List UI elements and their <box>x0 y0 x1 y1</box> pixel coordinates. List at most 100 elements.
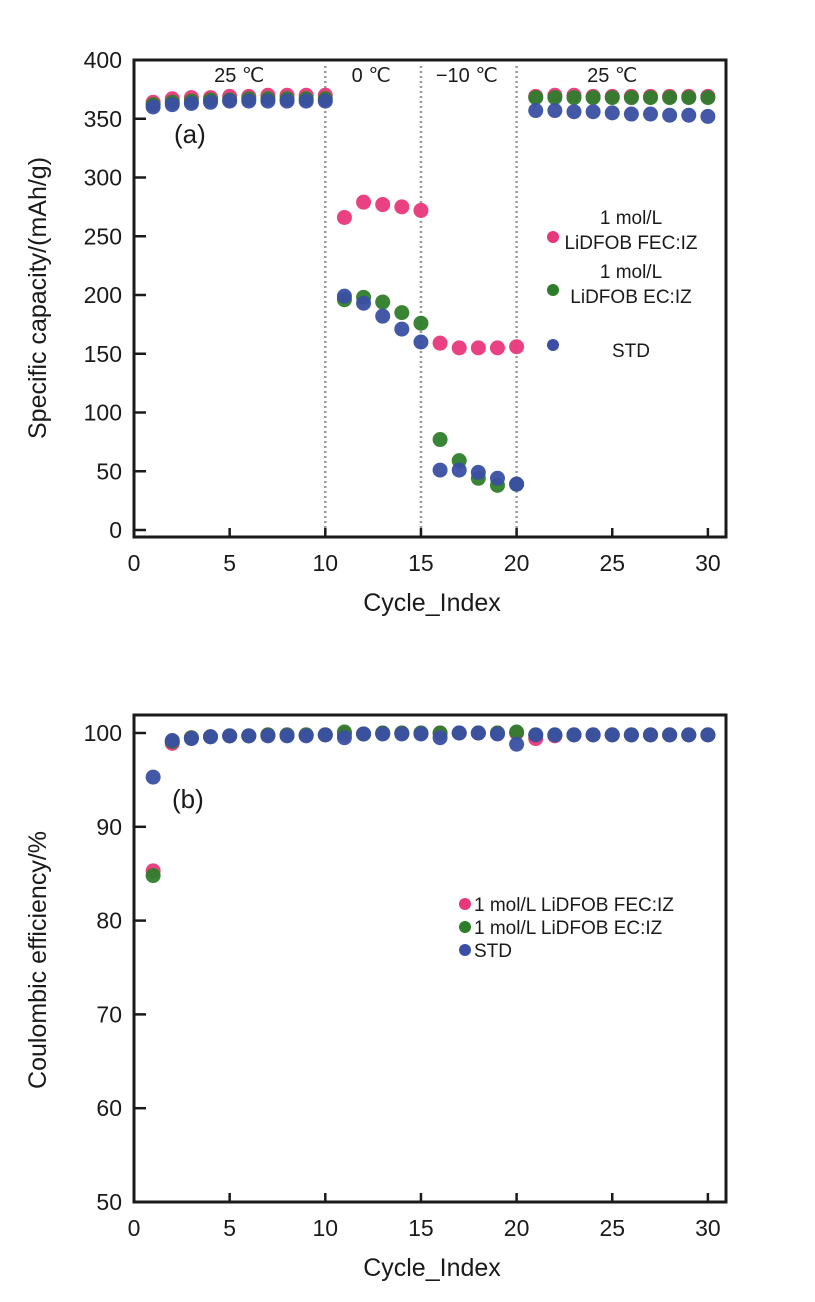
y-tick-label: 0 <box>109 517 122 543</box>
data-point <box>604 90 620 106</box>
data-point <box>164 97 180 113</box>
x-axis-title: Cycle_Index <box>363 589 501 617</box>
x-tick-label: 20 <box>504 1215 530 1241</box>
x-tick-label: 20 <box>504 550 530 576</box>
data-point <box>643 106 659 122</box>
temperature-label: 25 ℃ <box>587 65 637 87</box>
legend-marker <box>459 944 471 956</box>
y-tick-label: 50 <box>96 458 122 484</box>
x-tick-label: 25 <box>599 550 625 576</box>
data-point <box>317 727 333 743</box>
data-point <box>356 295 372 311</box>
data-point <box>222 728 238 744</box>
data-points <box>145 87 716 493</box>
x-tick-label: 5 <box>223 1215 236 1241</box>
y-tick-label: 70 <box>96 1001 122 1027</box>
data-point <box>298 93 314 109</box>
data-point <box>375 294 391 310</box>
data-point <box>566 104 582 120</box>
y-axis-ticks: 50 60 70 80 90 100 <box>84 720 146 1215</box>
data-point <box>604 727 620 743</box>
data-point <box>681 727 697 743</box>
y-tick-label: 400 <box>84 47 122 73</box>
x-tick-label: 15 <box>408 1215 434 1241</box>
data-point <box>509 736 525 752</box>
data-point <box>394 199 410 215</box>
legend-label: 1 mol/L LiDFOB EC:IZ <box>474 918 663 939</box>
legend-marker <box>547 339 559 351</box>
chart-a: 25 ℃ 0 ℃ −10 ℃ 25 ℃ 0 5 10 15 20 25 30 0 50 100 150 2… <box>24 47 728 617</box>
legend-label: 1 mol/L <box>600 262 662 283</box>
data-point <box>413 334 429 350</box>
data-point <box>279 93 295 109</box>
data-point <box>700 90 716 106</box>
data-point <box>413 726 429 742</box>
data-point <box>451 340 467 356</box>
data-point <box>336 209 352 225</box>
y-tick-label: 80 <box>96 908 122 934</box>
data-point <box>547 90 563 106</box>
data-point <box>432 462 448 478</box>
data-point <box>662 90 678 106</box>
panel-label: (a) <box>174 119 206 149</box>
data-point <box>585 104 601 120</box>
data-point <box>700 108 716 124</box>
data-point <box>451 725 467 741</box>
x-tick-label: 30 <box>695 550 721 576</box>
data-point <box>432 730 448 746</box>
data-point <box>489 726 505 742</box>
data-point <box>317 93 333 109</box>
data-point <box>260 728 276 744</box>
data-point <box>222 93 238 109</box>
data-point <box>604 105 620 121</box>
data-point <box>681 90 697 106</box>
x-tick-label: 5 <box>223 550 236 576</box>
data-point <box>489 340 505 356</box>
x-axis-ticks: 0 5 10 15 20 25 30 <box>128 528 721 576</box>
data-point <box>356 194 372 210</box>
data-point <box>241 93 257 109</box>
data-point <box>662 727 678 743</box>
data-point <box>470 340 486 356</box>
data-point <box>623 90 639 106</box>
data-point <box>585 90 601 106</box>
x-tick-label: 15 <box>408 550 434 576</box>
data-point <box>489 470 505 486</box>
x-tick-label: 0 <box>128 1215 141 1241</box>
data-point <box>509 724 525 740</box>
data-point <box>336 730 352 746</box>
y-axis-title: Specific capacity/(mAh/g) <box>24 157 52 439</box>
data-point <box>394 321 410 337</box>
data-point <box>375 197 391 213</box>
data-point <box>279 728 295 744</box>
series-1-mol-l-lidfob-fec-iz <box>145 725 716 879</box>
data-point <box>585 727 601 743</box>
data-point <box>528 103 544 119</box>
y-axis-ticks: 0 50 100 150 200 250 300 350 400 <box>84 47 146 543</box>
data-point <box>203 94 219 110</box>
x-tick-label: 25 <box>599 1215 625 1241</box>
data-point <box>643 727 659 743</box>
data-point <box>336 288 352 304</box>
data-point <box>260 93 276 109</box>
data-point <box>298 728 314 744</box>
y-axis-title: Coulombic efficiency/% <box>24 831 52 1089</box>
data-point <box>375 726 391 742</box>
legend-label: 1 mol/L <box>600 208 662 229</box>
y-tick-label: 50 <box>96 1189 122 1215</box>
y-tick-label: 150 <box>84 341 122 367</box>
data-point <box>413 202 429 218</box>
data-point <box>183 95 199 111</box>
data-point <box>643 90 659 106</box>
legend: 1 mol/L LiDFOB FEC:IZ1 mol/L LiDFOB EC:I… <box>459 895 674 962</box>
data-point <box>566 727 582 743</box>
data-point <box>528 727 544 743</box>
legend: 1 mol/L LiDFOB FEC:IZ 1 mol/L LiDFOB EC:IZ S… <box>547 208 698 362</box>
data-point <box>145 99 161 115</box>
data-point <box>164 733 180 749</box>
data-point <box>470 464 486 480</box>
temperature-label: 0 ℃ <box>352 65 391 87</box>
data-point <box>470 725 486 741</box>
temperature-label: 25 ℃ <box>214 65 264 87</box>
data-point <box>547 727 563 743</box>
